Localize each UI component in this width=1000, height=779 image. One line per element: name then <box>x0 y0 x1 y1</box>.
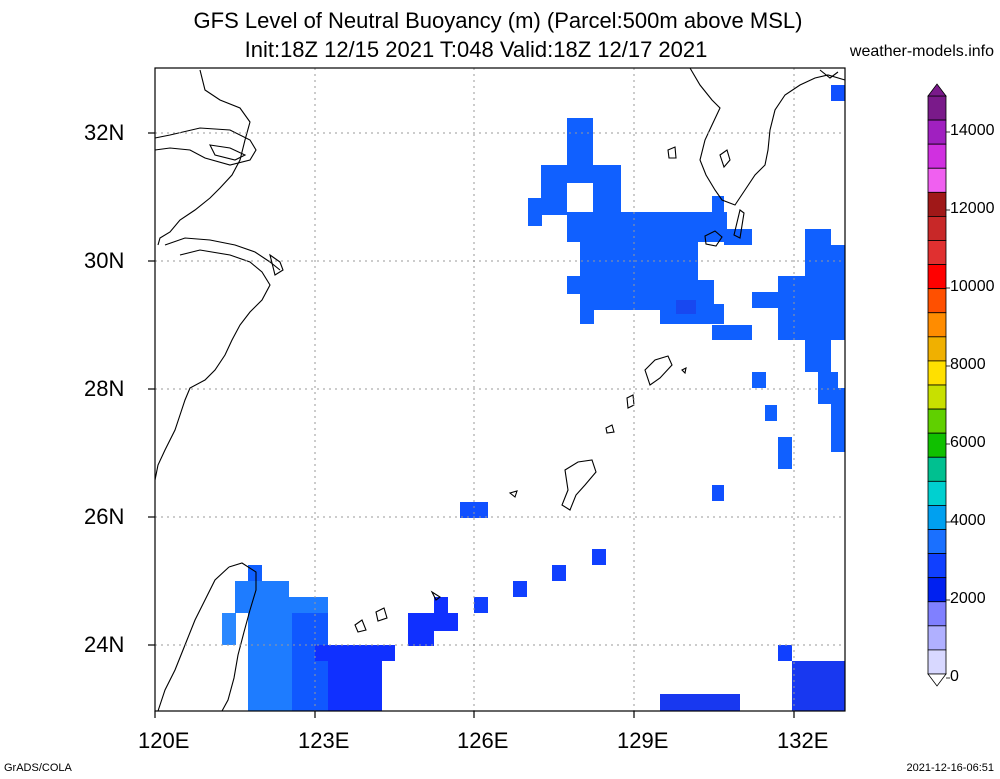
shaded-cells <box>222 85 845 711</box>
colorbar-swatch <box>927 505 947 530</box>
colorbar-label-4000: 4000 <box>950 512 986 529</box>
colorbar-swatch <box>927 553 947 579</box>
lon-label-132e: 132E <box>777 728 829 753</box>
colorbar-swatch <box>927 95 947 121</box>
site-credit: weather-models.info <box>849 43 994 60</box>
colorbar-swatch <box>927 360 947 386</box>
grid-lines <box>155 68 845 711</box>
lon-label-120e: 120E <box>138 728 190 753</box>
colorbar-swatch <box>927 312 947 338</box>
colorbar-swatch <box>927 384 947 410</box>
colorbar-swatch <box>927 119 947 145</box>
lon-label-126e: 126E <box>457 728 509 753</box>
colorbar-swatch <box>927 191 947 217</box>
colorbar-label-0: 0 <box>950 668 959 685</box>
colorbar-swatch <box>927 216 947 241</box>
colorbar <box>927 83 950 687</box>
colorbar-label-6000: 6000 <box>950 434 986 451</box>
title-line-1: GFS Level of Neutral Buoyancy (m) (Parce… <box>193 8 803 33</box>
colorbar-swatch <box>927 601 947 627</box>
colorbar-swatch <box>927 529 947 554</box>
colorbar-swatch <box>927 408 947 434</box>
lat-label-30n: 30N <box>84 248 125 273</box>
colorbar-swatch <box>927 264 947 290</box>
lat-label-24n: 24N <box>84 632 125 657</box>
colorbar-label-8000: 8000 <box>950 356 986 373</box>
colorbar-swatch <box>927 480 947 506</box>
tick-marks <box>148 132 795 718</box>
footer-timestamp: 2021-12-16-06:51 <box>906 762 994 774</box>
title-line-2: Init:18Z 12/15 2021 T:048 Valid:18Z 12/1… <box>244 37 708 62</box>
lat-label-26n: 26N <box>84 504 125 529</box>
colorbar-swatch <box>927 432 947 458</box>
colorbar-swatch <box>927 336 947 362</box>
lon-label-129e: 129E <box>617 728 669 753</box>
colorbar-swatch <box>927 649 947 675</box>
colorbar-swatch <box>927 143 947 169</box>
lat-label-28n: 28N <box>84 376 125 401</box>
colorbar-label-12000: 12000 <box>950 200 995 217</box>
colorbar-swatch <box>927 456 947 482</box>
colorbar-swatch <box>927 288 947 314</box>
colorbar-swatch <box>927 625 947 651</box>
colorbar-swatch <box>927 577 947 603</box>
colorbar-swatch <box>927 167 947 193</box>
colorbar-label-10000: 10000 <box>950 278 995 295</box>
coastlines <box>154 67 846 712</box>
lat-label-32n: 32N <box>84 120 125 145</box>
lon-label-123e: 123E <box>298 728 350 753</box>
colorbar-max-triangle <box>927 83 947 97</box>
colorbar-swatch <box>927 240 947 265</box>
colorbar-min-triangle <box>927 673 947 687</box>
colorbar-label-14000: 14000 <box>950 122 995 139</box>
footer-credit: GrADS/COLA <box>4 762 72 774</box>
colorbar-label-2000: 2000 <box>950 590 986 607</box>
